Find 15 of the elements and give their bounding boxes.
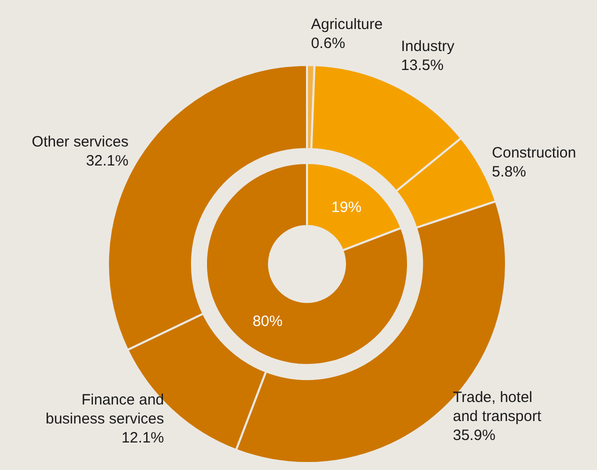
- slice-label: Other services: [32, 134, 128, 150]
- data-label: 32.1%: [86, 152, 128, 170]
- slice-label: Trade, hotel and transport: [452, 388, 542, 425]
- slice-label: Construction: [492, 144, 576, 162]
- slice-label: Industry: [401, 38, 455, 56]
- data-label: 0.6%: [310, 35, 346, 52]
- data-label: 5.8%: [492, 163, 526, 180]
- data-label: 19%: [331, 198, 362, 216]
- slice-label: Finance and business services: [46, 392, 164, 428]
- data-label: 80%: [252, 313, 283, 330]
- donut-slice: [205, 162, 409, 366]
- data-label: 35.9%: [452, 426, 496, 444]
- data-label: 12.1%: [121, 430, 164, 447]
- data-label: 13.5%: [401, 57, 444, 74]
- slice-label: Agriculture: [310, 16, 383, 34]
